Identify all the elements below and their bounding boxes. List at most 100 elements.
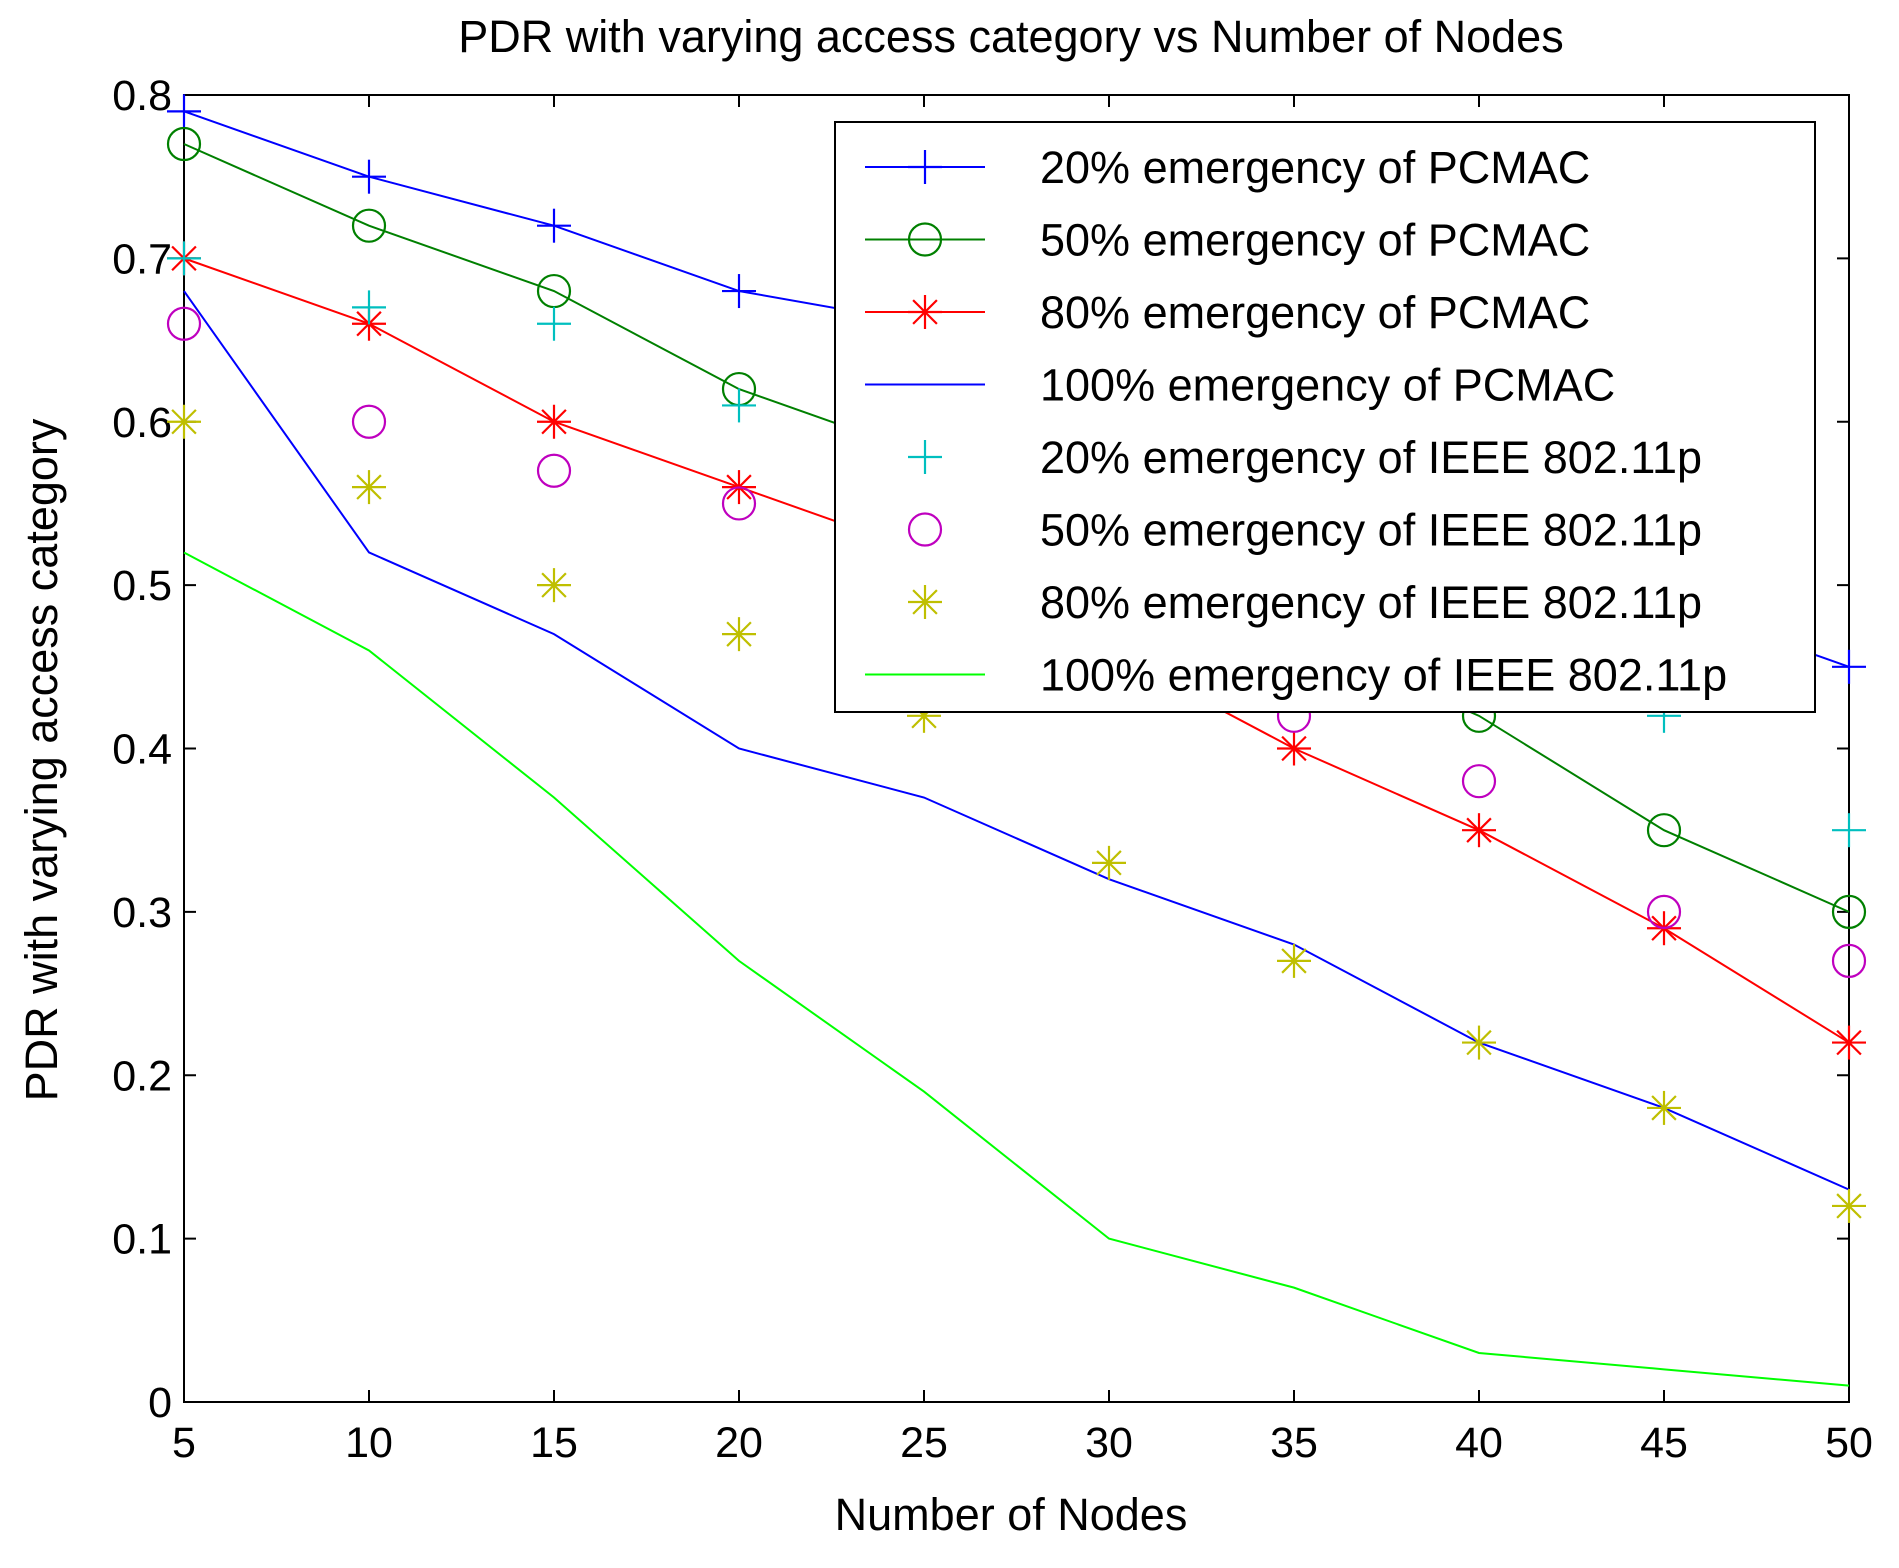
x-tick-label: 10: [345, 1419, 393, 1467]
data-point: [352, 470, 386, 505]
data-point: [536, 453, 572, 488]
data-point: [1277, 943, 1311, 978]
legend-marker: [908, 585, 942, 619]
data-point-d2: [726, 621, 752, 647]
data-point: [1277, 731, 1311, 766]
x-tick-label: 5: [172, 1419, 196, 1467]
y-tick-label: 0.4: [112, 726, 172, 774]
legend-marker-d2: [912, 299, 938, 325]
data-point-d2: [541, 572, 567, 598]
legend-marker: [908, 295, 942, 329]
data-point: [1646, 813, 1682, 848]
data-point: [1646, 894, 1682, 929]
legend-item-8: 100% emergency of IEEE 802.11p: [865, 650, 1727, 701]
data-point-d2: [1096, 850, 1122, 876]
x-tick-label: 15: [530, 1419, 578, 1467]
legend-label: 20% emergency of PCMAC: [1040, 142, 1590, 193]
data-point: [352, 159, 386, 194]
legend-item-2: 50% emergency of PCMAC: [865, 215, 1590, 266]
x-tick-label: 25: [900, 1419, 948, 1467]
data-point: [167, 404, 201, 439]
legend-marker: [907, 512, 943, 547]
legend-item-1: 20% emergency of PCMAC: [865, 142, 1590, 193]
data-point: [351, 404, 387, 439]
data-point: [1831, 894, 1867, 929]
data-point-d2: [1281, 735, 1307, 762]
y-tick-label: 0.2: [112, 1052, 172, 1100]
legend: 20% emergency of PCMAC 50% emergency of P…: [834, 121, 1816, 713]
data-point: [167, 241, 201, 276]
legend-box: [834, 121, 1816, 713]
series-line: [183, 551, 1850, 1387]
data-point: [1831, 943, 1867, 978]
data-point: [722, 388, 756, 423]
legend-item-6: 50% emergency of IEEE 802.11p: [907, 505, 1702, 556]
data-point-d2: [1281, 948, 1307, 974]
legend-label: 50% emergency of IEEE 802.11p: [1040, 505, 1702, 556]
series-line: [183, 290, 1850, 1191]
data-point-d2: [1651, 1095, 1677, 1121]
data-point: [167, 94, 201, 129]
legend-item-3: 80% emergency of PCMAC: [865, 287, 1590, 338]
data-point: [722, 274, 756, 309]
x-tick-label: 45: [1640, 1419, 1688, 1467]
legend-item-5: 20% emergency of IEEE 802.11p: [908, 432, 1702, 483]
legend-label: 20% emergency of IEEE 802.11p: [1040, 432, 1702, 483]
data-point: [537, 404, 571, 439]
legend-marker: [908, 440, 942, 474]
data-point-d2: [1466, 1029, 1492, 1056]
x-tick-label: 30: [1085, 1419, 1133, 1467]
data-point: [537, 306, 571, 341]
data-point: [166, 126, 202, 162]
x-tick-label: 50: [1825, 1419, 1873, 1467]
y-tick-label: 0.1: [112, 1216, 172, 1264]
y-tick-label: 0.5: [112, 562, 172, 610]
y-tick-label: 0: [148, 1379, 172, 1427]
series-4: [183, 290, 1850, 1191]
x-tick-label: 20: [715, 1419, 763, 1467]
data-point-d2: [356, 474, 382, 500]
data-point-d2: [1466, 817, 1492, 843]
y-tick-label: 0.6: [112, 399, 172, 447]
data-point: [166, 306, 202, 341]
series-8: [183, 551, 1850, 1387]
data-point: [537, 208, 571, 243]
legend-marker-d2: [912, 589, 938, 615]
data-point: [1462, 813, 1496, 848]
data-point-d2: [1836, 1029, 1862, 1056]
data-point: [1832, 1025, 1866, 1060]
data-point: [351, 208, 387, 243]
data-point: [722, 617, 756, 652]
y-tick-label: 0.7: [112, 235, 172, 283]
legend-label: 100% emergency of IEEE 802.11p: [1040, 650, 1727, 701]
legend-label: 50% emergency of PCMAC: [1040, 215, 1590, 266]
legend-label: 80% emergency of PCMAC: [1040, 287, 1590, 338]
legend-item-4: 100% emergency of PCMAC: [865, 360, 1615, 411]
legend-label: 100% emergency of PCMAC: [1040, 360, 1615, 411]
x-axis-label: Number of Nodes: [835, 1489, 1188, 1540]
x-tick-label: 35: [1270, 1419, 1318, 1467]
legend-marker: [907, 222, 943, 257]
legend-label: 80% emergency of IEEE 802.11p: [1040, 577, 1702, 628]
data-point-d2: [1836, 1193, 1862, 1219]
chart-title: PDR with varying access category vs Numb…: [458, 11, 1563, 62]
y-tick-label: 0.8: [112, 72, 172, 120]
legend-marker: [908, 150, 942, 184]
data-point: [1462, 1025, 1496, 1060]
legend-item-7: 80% emergency of IEEE 802.11p: [908, 577, 1702, 628]
data-point-d2: [171, 409, 197, 435]
data-point: [1832, 649, 1866, 684]
y-axis-label: PDR with varying access category: [16, 418, 67, 1101]
data-point: [721, 486, 757, 521]
data-point: [1832, 1188, 1866, 1223]
data-point: [1647, 1090, 1681, 1125]
x-tick-label: 40: [1455, 1419, 1503, 1467]
y-tick-label: 0.3: [112, 889, 172, 937]
data-point: [537, 568, 571, 603]
data-point: [1832, 813, 1866, 848]
data-point: [1092, 845, 1126, 880]
data-point: [1461, 764, 1497, 799]
data-point-d2: [541, 409, 567, 435]
